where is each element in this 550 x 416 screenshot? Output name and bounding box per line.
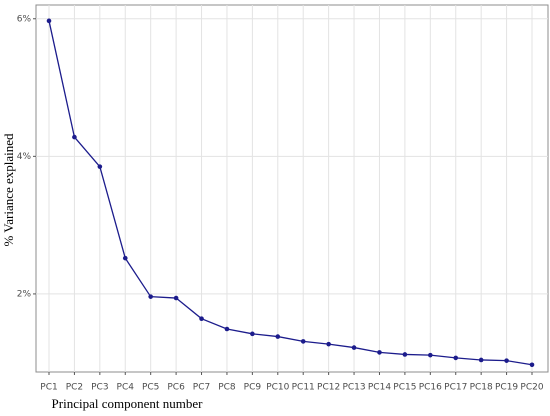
point (224, 326, 230, 332)
x-tick-label: PC16 (419, 383, 442, 393)
x-tick-label: PC10 (266, 383, 289, 393)
point (453, 355, 459, 361)
point (504, 358, 509, 363)
x-tick-label: PC8 (218, 383, 236, 393)
series-line (48, 20, 533, 366)
x-tick-label: PC13 (342, 383, 365, 393)
point (275, 334, 281, 339)
point (173, 295, 179, 301)
y-tick-label: 2% (17, 289, 32, 299)
x-tick-label: PC2 (66, 383, 83, 393)
y-tick-label: 4% (17, 152, 32, 162)
point (529, 362, 535, 368)
x-tick-label: PC14 (368, 383, 391, 393)
point (199, 316, 204, 321)
x-tick-label: PC19 (495, 383, 518, 393)
y-tick-label: 6% (17, 14, 32, 24)
x-tick-label: PC9 (244, 383, 262, 393)
point (351, 345, 357, 350)
point (148, 294, 153, 299)
x-tick-label: PC1 (40, 383, 57, 393)
point (122, 255, 128, 261)
x-tick-label: PC6 (167, 383, 185, 393)
point (402, 352, 408, 357)
point (250, 331, 255, 337)
point (428, 352, 433, 358)
x-tick-label: PC7 (193, 383, 210, 393)
point (72, 134, 77, 140)
x-tick-label: PC15 (393, 383, 416, 393)
x-tick-label: PC12 (317, 383, 340, 393)
x-tick-label: PC11 (292, 383, 315, 393)
point (478, 357, 484, 363)
point (326, 341, 331, 347)
point (97, 164, 103, 169)
x-tick-label: PC4 (117, 383, 135, 393)
y-axis-title: % Variance explained (1, 133, 16, 247)
point (300, 339, 306, 344)
point (46, 18, 52, 24)
x-axis-title: Principal component number (52, 396, 204, 411)
x-tick-label: PC18 (470, 383, 493, 393)
x-tick-label: PC3 (91, 383, 108, 393)
x-tick-label: PC20 (520, 383, 543, 393)
point (377, 350, 382, 355)
x-tick-label: PC17 (444, 383, 467, 393)
plot-panel (35, 4, 549, 373)
x-tick-label: PC5 (142, 383, 159, 393)
